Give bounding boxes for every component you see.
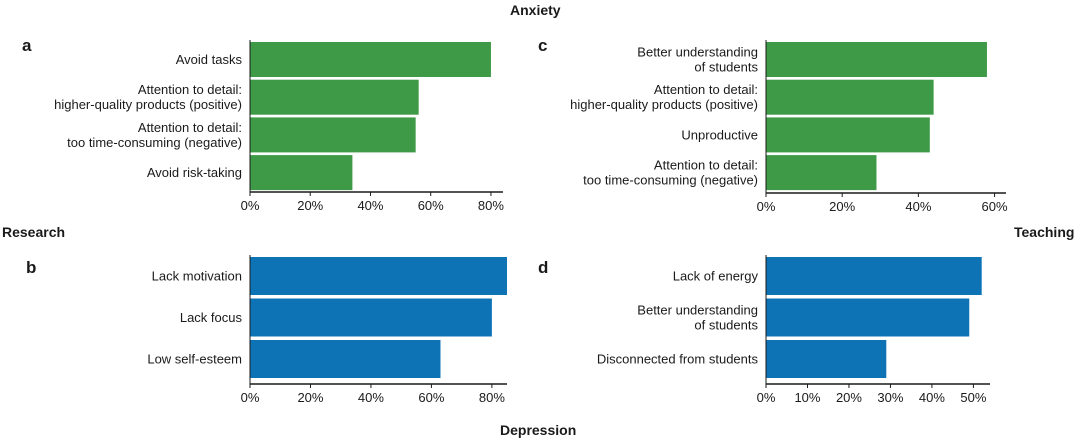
x-tick-label-c-3: 60% <box>982 199 1008 214</box>
heading-depression: Depression <box>500 422 577 438</box>
panel-label-d: d <box>538 258 549 277</box>
bar-a-3 <box>250 155 353 191</box>
category-label-c-2: Unproductive <box>681 127 758 142</box>
x-tick-label-d-1: 10% <box>794 390 820 405</box>
category-label-a-2: Attention to detail: too time-consuming (… <box>67 120 242 150</box>
bar-d-0 <box>766 257 982 295</box>
bar-a-2 <box>250 117 416 153</box>
bar-c-1 <box>766 79 934 115</box>
x-tick-label-c-0: 0% <box>757 199 776 214</box>
x-tick-label-d-0: 0% <box>757 390 776 405</box>
bar-a-0 <box>250 42 491 77</box>
x-tick-label-c-1: 20% <box>829 199 855 214</box>
bar-c-3 <box>766 155 877 191</box>
bar-c-2 <box>766 117 930 153</box>
panel-label-c: c <box>538 36 548 55</box>
x-tick-label-b-1: 20% <box>297 390 323 405</box>
category-label-b-1: Lack focus <box>180 310 243 325</box>
category-label-a-3: Avoid risk-taking <box>147 165 242 180</box>
heading-anxiety: Anxiety <box>510 2 561 18</box>
bar-b-0 <box>250 257 507 295</box>
category-label-a-1: Attention to detail: higher-quality produ… <box>54 82 242 112</box>
category-label-b-2: Low self-esteem <box>147 352 242 367</box>
bar-c-0 <box>766 42 987 77</box>
bar-b-2 <box>250 340 441 378</box>
category-label-d-1: Better understanding of students <box>637 303 758 333</box>
category-label-d-0: Lack of energy <box>673 269 759 284</box>
x-tick-label-a-4: 80% <box>478 198 504 213</box>
x-tick-label-b-0: 0% <box>241 390 260 405</box>
category-label-b-0: Lack motivation <box>152 269 242 284</box>
category-label-c-0: Better understanding of students <box>637 45 758 75</box>
x-tick-label-c-2: 40% <box>905 199 931 214</box>
category-label-c-1: Attention to detail: higher-quality produ… <box>570 82 758 112</box>
x-tick-label-a-2: 40% <box>357 198 383 213</box>
category-label-a-0: Avoid tasks <box>176 52 243 67</box>
x-tick-label-d-2: 20% <box>836 390 862 405</box>
panel-label-b: b <box>26 258 37 277</box>
bar-d-2 <box>766 340 887 378</box>
bar-a-1 <box>250 79 419 115</box>
x-tick-label-a-0: 0% <box>241 198 260 213</box>
x-tick-label-d-4: 40% <box>919 390 945 405</box>
heading-research: Research <box>2 224 66 240</box>
heading-teaching: Teaching <box>1014 224 1075 240</box>
x-tick-label-b-4: 80% <box>479 390 505 405</box>
x-tick-label-b-2: 40% <box>358 390 384 405</box>
x-tick-label-d-3: 30% <box>877 390 903 405</box>
category-label-c-3: Attention to detail: too time-consuming (… <box>583 158 758 188</box>
x-tick-label-a-3: 60% <box>418 198 444 213</box>
x-tick-label-b-3: 60% <box>418 390 444 405</box>
x-tick-label-a-1: 20% <box>297 198 323 213</box>
category-label-d-2: Disconnected from students <box>597 352 759 367</box>
bar-b-1 <box>250 298 492 337</box>
x-tick-label-d-5: 50% <box>960 390 986 405</box>
panel-label-a: a <box>22 36 32 55</box>
bar-d-1 <box>766 298 970 337</box>
